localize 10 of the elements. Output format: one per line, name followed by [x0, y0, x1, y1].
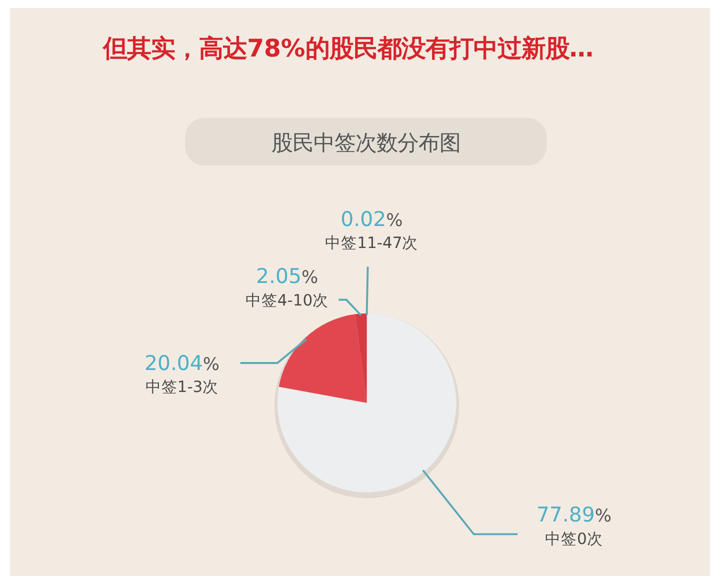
data-label: 77.89% — [536, 502, 612, 527]
data-label: 0.02% — [340, 206, 403, 231]
data-label: 20.04% — [144, 350, 220, 375]
slice-label: 中签4-10次 — [245, 292, 329, 310]
slice-label: 中签11-47次 — [325, 234, 418, 252]
slice-label: 中签0次 — [545, 530, 603, 548]
data-label: 2.05% — [256, 264, 318, 288]
chart-subtitle: 股民中签次数分布图 — [271, 131, 460, 156]
slice-label: 中签1-3次 — [145, 378, 219, 396]
chart-title: 但其实，高达78%的股民都没有打中过新股… — [102, 34, 594, 63]
